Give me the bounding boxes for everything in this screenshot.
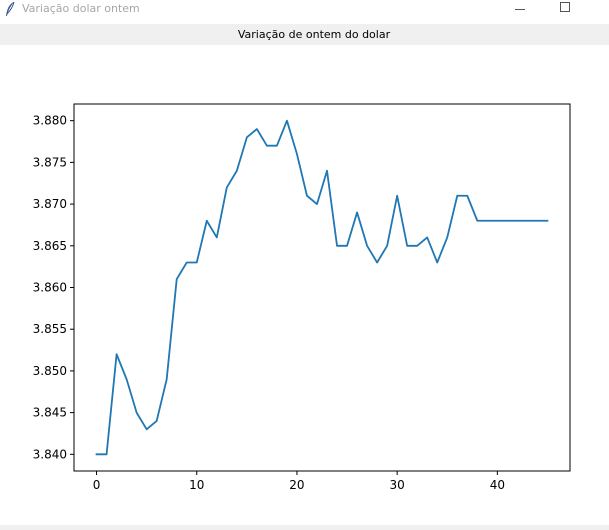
line-chart: 0 10 20 30 40 3.840 3.845 3.850 3.855 3.860 3.865 3…: [33, 103, 571, 492]
x-tick-label: 40: [490, 478, 505, 492]
y-tick-label: 3.860: [33, 281, 67, 295]
header-label: Variação de ontem do dolar: [237, 28, 391, 41]
y-tick-label: 3.845: [33, 406, 67, 420]
y-tick-label: 3.840: [33, 447, 67, 461]
y-tick-label: 3.865: [33, 239, 67, 253]
y-tick-label: 3.855: [33, 322, 67, 336]
window-title: Variação dolar ontem: [22, 2, 140, 15]
y-tick-label: 3.875: [33, 155, 67, 169]
maximize-icon: [560, 2, 570, 12]
feather-icon: [6, 1, 15, 16]
title-bar[interactable]: Variação dolar ontem: [0, 0, 609, 20]
series-line: [95, 119, 549, 456]
x-tick-label: 20: [289, 478, 304, 492]
plot-frame: [73, 103, 571, 472]
y-tick-label: 3.850: [33, 364, 67, 378]
y-tick-label: 3.880: [33, 114, 67, 128]
minimize-icon: [515, 9, 525, 10]
header-label-bar: Variação de ontem do dolar: [0, 24, 609, 45]
y-tick-label: 3.870: [33, 197, 67, 211]
plot-canvas[interactable]: 0 10 20 30 40 3.840 3.845 3.850 3.855 3.860 3.865 3…: [0, 45, 609, 525]
maximize-button[interactable]: [542, 0, 586, 20]
minimize-button[interactable]: [497, 0, 541, 20]
x-tick-label: 10: [189, 478, 204, 492]
bottom-strip: [0, 525, 609, 530]
x-tick-label: 30: [390, 478, 405, 492]
x-tick-label: 0: [93, 478, 101, 492]
